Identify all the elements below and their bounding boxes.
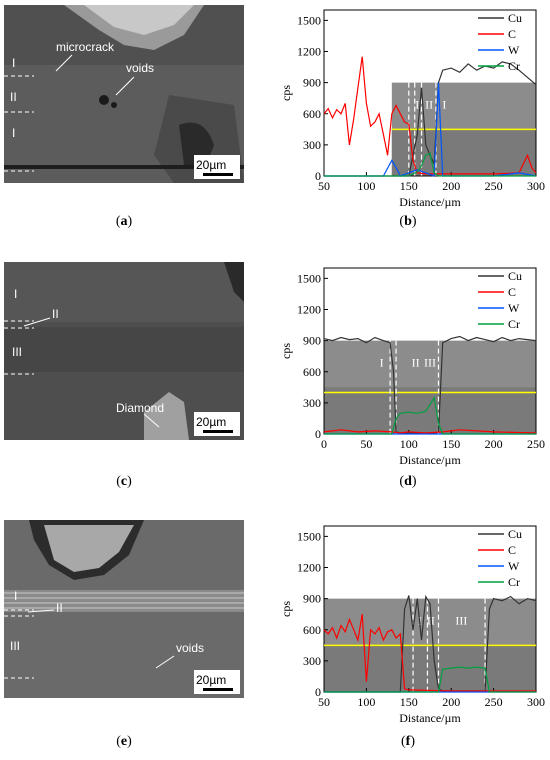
x-axis-label: Distance/µm: [399, 711, 461, 725]
region-label: I: [415, 98, 419, 112]
legend-label-cr: Cr: [508, 575, 520, 589]
annotation-diamond: Diamond: [116, 401, 164, 415]
y-axis-label: cps: [279, 601, 293, 617]
legend-label-cr: Cr: [508, 317, 520, 331]
region-label: I: [12, 126, 15, 140]
x-tick-label: 200: [485, 437, 503, 451]
x-tick-label: 100: [400, 437, 418, 451]
chart-f: 50 100 150 200 250 300 0 300 600 900 1200 1500 Dista…: [278, 516, 550, 728]
x-tick-label: 100: [357, 695, 375, 709]
caption-a: (a): [115, 214, 133, 229]
legend-label-cu: Cu: [508, 11, 522, 25]
caption-c: (c): [116, 474, 132, 489]
caption-e: (e): [116, 734, 132, 749]
x-tick-label: 50: [318, 179, 330, 193]
scale-bar-label: 20µm: [196, 158, 226, 172]
y-tick-label: 900: [303, 76, 321, 90]
legend-label-w: W: [508, 43, 520, 57]
region-label: I: [380, 356, 384, 370]
x-axis-label: Distance/µm: [399, 195, 461, 209]
x-tick-label: 250: [485, 179, 503, 193]
region-label: II: [425, 98, 433, 112]
x-tick-label: 250: [527, 437, 545, 451]
y-tick-label: 1500: [297, 529, 321, 543]
series-line-cr: [324, 152, 536, 177]
region-label: III: [12, 345, 22, 359]
y-tick-label: 600: [303, 623, 321, 637]
x-tick-label: 50: [360, 437, 372, 451]
region-label: II: [56, 601, 63, 615]
chart-d: 0 50 100 150 200 250 0 300 600 900 1200 1500 Distanc…: [278, 258, 550, 470]
x-tick-label: 300: [527, 695, 545, 709]
series-line-c: [323, 429, 537, 434]
region-label: I: [442, 98, 446, 112]
x-tick-label: 50: [318, 695, 330, 709]
y-tick-label: 600: [303, 365, 321, 379]
annotation-microcrack: microcrack: [56, 40, 115, 54]
region-label: III: [10, 639, 20, 653]
inset-image-band: [324, 387, 536, 434]
sem-image-a: I II I microcrack voids 20µm: [4, 5, 244, 183]
x-tick-label: 150: [442, 437, 460, 451]
sem-image-e: I II III voids 20µm: [4, 520, 244, 698]
sem-image-c: I II III Diamond 20µm: [4, 262, 244, 440]
series-line-c: [323, 56, 537, 175]
scale-bar-label: 20µm: [196, 673, 226, 687]
series-line-cr: [324, 396, 536, 435]
series-line-cu: [324, 61, 537, 177]
x-tick-label: 200: [442, 695, 460, 709]
x-axis-label: Distance/µm: [399, 453, 461, 467]
caption-b: (b): [399, 214, 417, 229]
y-tick-label: 300: [303, 654, 321, 668]
legend-label-cr: Cr: [508, 59, 520, 73]
y-tick-label: 0: [315, 427, 321, 441]
y-tick-label: 1200: [297, 303, 321, 317]
x-tick-label: 200: [442, 179, 460, 193]
chart-b: 50 100 150 200 250 300 0 300 600 900 1200 1500 Dista…: [278, 0, 550, 212]
region-label: II: [10, 90, 17, 104]
scale-bar-label: 20µm: [196, 415, 226, 429]
y-tick-label: 900: [303, 334, 321, 348]
legend-label-cu: Cu: [508, 269, 522, 283]
region-label: II: [412, 356, 420, 370]
series-line-cr: [324, 666, 536, 693]
y-tick-label: 1200: [297, 45, 321, 59]
legend-label-cu: Cu: [508, 527, 522, 541]
legend-label-c: C: [508, 543, 516, 557]
x-tick-label: 0: [321, 437, 327, 451]
y-tick-label: 1500: [297, 13, 321, 27]
y-tick-label: 1200: [297, 561, 321, 575]
caption-d: (d): [399, 474, 417, 489]
y-axis-label: cps: [279, 85, 293, 101]
y-axis-label: cps: [279, 343, 293, 359]
x-tick-label: 250: [485, 695, 503, 709]
x-tick-label: 150: [400, 695, 418, 709]
caption-f: (f): [400, 734, 415, 749]
region-label: II: [52, 307, 59, 321]
y-tick-label: 0: [315, 169, 321, 183]
x-tick-label: 300: [527, 179, 545, 193]
plot-frame: [323, 9, 537, 177]
region-label: I: [12, 56, 15, 70]
y-tick-label: 300: [303, 396, 321, 410]
y-tick-label: 900: [303, 592, 321, 606]
region-label: I: [14, 589, 17, 603]
region-label: III: [455, 614, 467, 628]
legend-label-c: C: [508, 285, 516, 299]
x-tick-label: 100: [357, 179, 375, 193]
y-tick-label: 600: [303, 107, 321, 121]
series-line-c: [323, 614, 536, 692]
legend-label-w: W: [508, 559, 520, 573]
annotation-voids: voids: [176, 641, 204, 655]
region-label: III: [424, 356, 436, 370]
legend-label-w: W: [508, 301, 520, 315]
inset-image-band: [324, 645, 536, 692]
y-tick-label: 300: [303, 138, 321, 152]
annotation-voids: voids: [126, 61, 154, 75]
legend-label-c: C: [508, 27, 516, 41]
region-label: I: [14, 287, 17, 301]
y-tick-label: 1500: [297, 271, 321, 285]
x-tick-label: 150: [400, 179, 418, 193]
y-tick-label: 0: [315, 685, 321, 699]
